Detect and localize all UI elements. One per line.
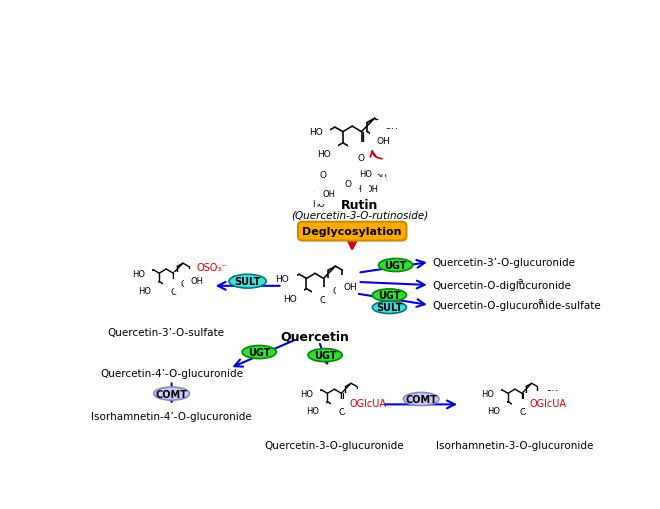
Text: OSO₃⁻: OSO₃⁻ — [197, 262, 227, 272]
Text: O: O — [345, 180, 352, 189]
Text: HO: HO — [309, 128, 323, 137]
Text: Rutin: Rutin — [341, 199, 379, 212]
Text: HO: HO — [358, 169, 372, 178]
Text: OH: OH — [375, 174, 387, 183]
Text: OGlcUA: OGlcUA — [349, 399, 386, 408]
Text: Quercetin-3-O-glucuronide: Quercetin-3-O-glucuronide — [265, 440, 404, 450]
Text: HO: HO — [300, 389, 314, 398]
Text: HO: HO — [275, 274, 289, 284]
Ellipse shape — [403, 392, 439, 406]
Text: OH: OH — [343, 283, 357, 292]
Text: HO: HO — [283, 295, 296, 304]
Text: UGT: UGT — [378, 291, 401, 300]
Ellipse shape — [154, 387, 189, 401]
Text: O: O — [358, 154, 365, 162]
Text: OH: OH — [366, 184, 379, 193]
Text: OH: OH — [350, 274, 364, 283]
Text: OH: OH — [332, 286, 346, 295]
Text: UGT: UGT — [314, 350, 337, 360]
Text: COMT: COMT — [405, 394, 437, 404]
Text: Deglycosylation: Deglycosylation — [302, 227, 402, 237]
Text: HO: HO — [306, 406, 319, 415]
Text: HO: HO — [306, 199, 319, 208]
Text: UGT: UGT — [248, 347, 271, 357]
Text: HO: HO — [317, 150, 331, 159]
Text: O: O — [519, 407, 526, 416]
Ellipse shape — [379, 259, 412, 272]
Text: Quercetin-3’-O-glucuronide: Quercetin-3’-O-glucuronide — [433, 258, 576, 267]
Text: O: O — [319, 295, 326, 304]
Text: Isorhamnetin-4’-O-glucuronide: Isorhamnetin-4’-O-glucuronide — [91, 411, 252, 421]
Text: O: O — [356, 150, 364, 159]
Ellipse shape — [229, 275, 266, 289]
Text: Isorhamnetin-3-O-glucuronide: Isorhamnetin-3-O-glucuronide — [436, 440, 593, 450]
Text: SULT: SULT — [376, 303, 403, 313]
Text: OH: OH — [359, 396, 372, 405]
Text: O: O — [170, 287, 178, 296]
Text: a: a — [538, 296, 543, 305]
Text: Quercetin: Quercetin — [280, 330, 349, 343]
Text: HO: HO — [481, 389, 494, 398]
Text: OH: OH — [322, 189, 335, 199]
Text: UGT: UGT — [384, 261, 407, 270]
Text: HO: HO — [314, 189, 327, 199]
Text: HO: HO — [487, 406, 500, 415]
Text: Quercetin-O-diglucuronide: Quercetin-O-diglucuronide — [433, 280, 572, 291]
Text: COMT: COMT — [156, 389, 187, 399]
Ellipse shape — [372, 302, 407, 314]
Ellipse shape — [372, 289, 407, 302]
Text: Quercetin-O-glucuronide-sulfate: Quercetin-O-glucuronide-sulfate — [433, 300, 601, 310]
Text: OH: OH — [181, 279, 194, 288]
Text: OGlcUA: OGlcUA — [530, 399, 567, 408]
Text: OH: OH — [191, 276, 204, 285]
Text: SULT: SULT — [234, 277, 261, 287]
Text: OH: OH — [545, 389, 558, 398]
Text: OH: OH — [364, 389, 378, 398]
Text: HO: HO — [312, 200, 325, 208]
Text: Quercetin-3’-O-sulfate: Quercetin-3’-O-sulfate — [108, 327, 224, 337]
Text: O: O — [339, 407, 346, 416]
Text: OH: OH — [349, 185, 362, 194]
Ellipse shape — [308, 349, 342, 362]
Text: OCH₃: OCH₃ — [539, 396, 563, 405]
Text: a: a — [517, 276, 523, 286]
Text: OH: OH — [377, 136, 391, 146]
Ellipse shape — [242, 346, 277, 359]
Text: HO: HO — [138, 286, 151, 295]
Text: O: O — [319, 171, 326, 180]
Text: OH: OH — [385, 128, 399, 136]
Text: (Quercetin-3-O-rutinoside): (Quercetin-3-O-rutinoside) — [291, 210, 428, 220]
FancyArrowPatch shape — [370, 152, 382, 159]
Text: Quercetin-4’-O-glucuronide: Quercetin-4’-O-glucuronide — [100, 368, 243, 378]
Text: HO: HO — [132, 269, 145, 278]
Text: O: O — [355, 151, 362, 159]
